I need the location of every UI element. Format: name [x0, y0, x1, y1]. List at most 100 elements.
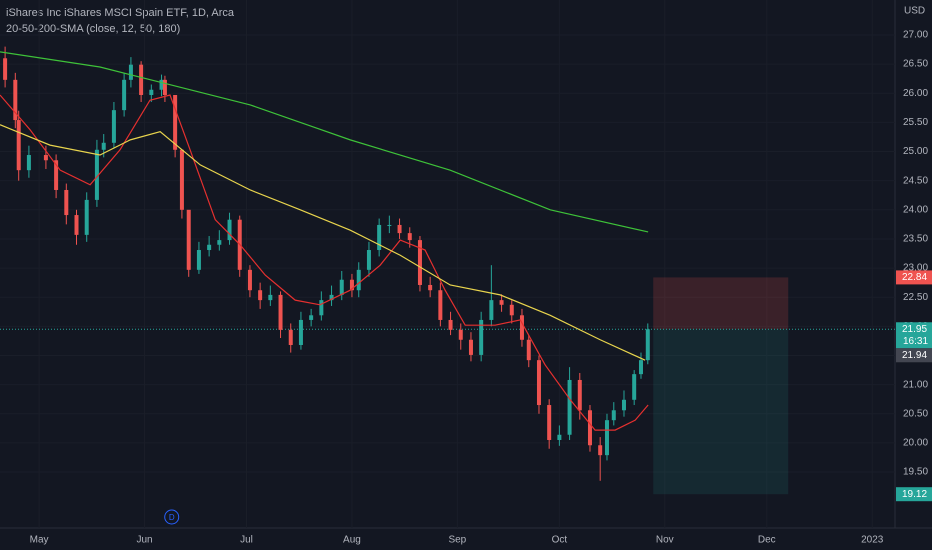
y-tick-label: 24.00	[903, 204, 928, 215]
candle-body	[621, 399, 626, 411]
candle-body	[577, 379, 582, 411]
candle-body	[128, 64, 133, 80]
candle-body	[196, 250, 201, 270]
candle-body	[309, 315, 314, 320]
candle-body	[536, 360, 541, 406]
candle-body	[278, 294, 283, 330]
candle-body	[258, 290, 263, 301]
candle-body	[13, 79, 18, 121]
candle-body	[557, 434, 562, 440]
candle-body	[16, 120, 21, 171]
candle-body	[598, 445, 603, 456]
sma-line	[0, 94, 649, 431]
target-price-label-box	[896, 487, 932, 502]
candle-body	[84, 199, 89, 235]
candle-body	[611, 410, 616, 421]
candle-body	[479, 319, 484, 355]
x-tick-label: May	[30, 535, 49, 546]
candle-body	[519, 315, 524, 340]
candle-body	[207, 244, 212, 251]
y-tick-label: 25.00	[903, 146, 928, 157]
candle-body	[159, 79, 164, 90]
candle-body	[64, 189, 69, 216]
candle-body	[438, 290, 443, 320]
candle-body	[468, 339, 473, 355]
sma-line	[0, 51, 649, 233]
candle-body	[94, 149, 99, 200]
x-tick-label: 2023	[861, 535, 884, 546]
candle-body	[288, 329, 293, 346]
candle-body	[186, 209, 191, 270]
dividend-label: D	[169, 513, 175, 522]
prev-price-label: 21.94	[902, 350, 927, 361]
last-price-label-box	[896, 322, 932, 349]
candle-body	[329, 294, 334, 301]
candle-body	[122, 79, 127, 111]
candle-body	[179, 149, 184, 210]
candle-body	[567, 379, 572, 435]
candle-body	[499, 300, 504, 305]
currency-label: USD	[904, 6, 925, 17]
candle-body	[356, 269, 361, 291]
y-tick-label: 25.50	[903, 117, 928, 128]
candle-body	[397, 224, 402, 234]
candle-body	[173, 94, 178, 150]
stop-price-label: 22.84	[902, 272, 927, 283]
candle-body	[587, 410, 592, 446]
candle-body	[43, 155, 48, 161]
last-price-label: 21.95	[902, 324, 927, 335]
candle-body	[387, 224, 392, 226]
candle-body	[417, 240, 422, 285]
x-tick-label: Jul	[240, 535, 253, 546]
x-tick-label: Jun	[136, 535, 152, 546]
x-tick-label: Nov	[656, 535, 674, 546]
y-tick-label: 23.00	[903, 263, 928, 274]
candle-body	[604, 420, 609, 456]
candle-body	[428, 284, 433, 291]
candle-body	[547, 405, 552, 440]
candle-body	[139, 64, 144, 95]
candle-body	[298, 319, 303, 346]
x-tick-label: Oct	[552, 535, 568, 546]
candle-body	[366, 250, 371, 270]
candle-body	[162, 79, 167, 95]
candle-body	[227, 219, 232, 241]
candle-body	[632, 374, 637, 400]
candle-body	[3, 58, 8, 80]
candle-body	[509, 304, 514, 316]
candle-body	[339, 279, 344, 295]
candle-body	[407, 233, 412, 241]
countdown-label: 16:31	[903, 336, 928, 347]
candle-body	[377, 224, 382, 251]
candle-body	[645, 329, 650, 361]
candle-body	[111, 110, 116, 143]
candle-body	[448, 319, 453, 330]
candle-body	[74, 215, 79, 235]
candle-body	[247, 269, 252, 291]
candle-body	[489, 300, 494, 320]
candle-body	[217, 240, 222, 245]
stop-zone	[653, 277, 789, 330]
y-tick-label: 20.50	[903, 408, 928, 419]
candle-body	[268, 294, 273, 301]
candle-body	[101, 142, 106, 150]
candle-body	[54, 160, 59, 190]
y-tick-label: 27.00	[903, 30, 928, 41]
sma-line	[0, 124, 646, 361]
x-tick-label: Aug	[343, 535, 361, 546]
y-tick-label: 22.50	[903, 292, 928, 303]
stop-price-label-box	[896, 270, 932, 285]
candle-body	[319, 300, 324, 316]
y-tick-label: 20.00	[903, 438, 928, 449]
y-tick-label: 23.50	[903, 234, 928, 245]
target-price-label: 19.12	[902, 489, 927, 500]
indicator-label: 20-50-200-SMA (close, 12, 50, 180)	[6, 23, 180, 35]
candle-body	[349, 279, 354, 291]
candle-body	[638, 360, 643, 375]
candle-body	[458, 329, 463, 340]
y-tick-label: 19.50	[903, 467, 928, 478]
y-tick-label: 26.50	[903, 59, 928, 70]
